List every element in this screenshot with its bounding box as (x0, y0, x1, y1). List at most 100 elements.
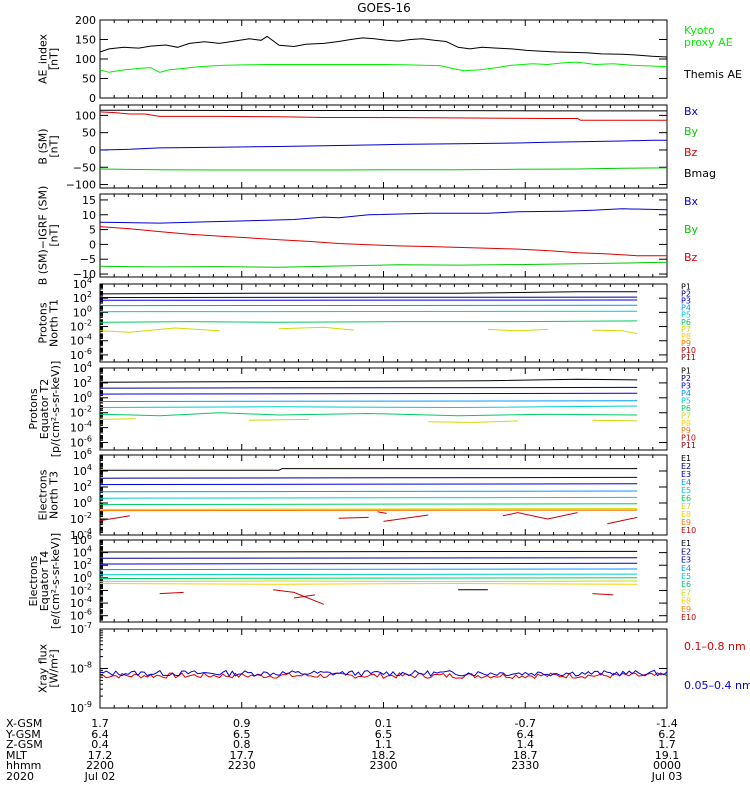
y-tick-label-base: 10 (73, 306, 87, 319)
y-tick-label: 5 (89, 224, 96, 237)
x-axis-value: 0.8 (233, 738, 251, 751)
y-axis-label: [p/(cm²-s-sr-keV)] (49, 361, 62, 458)
y-tick-label: 0 (89, 92, 96, 105)
x-axis-value: 6.2 (658, 728, 676, 741)
y-tick-label: 104 (73, 463, 92, 478)
series-line (592, 593, 614, 596)
legend-entry: E9 (681, 518, 691, 527)
legend-entry: P3 (681, 382, 691, 391)
y-tick-label-exponent: -4 (84, 527, 92, 536)
legend-entry: P6 (681, 318, 691, 327)
legend-entry: P9 (681, 426, 691, 435)
panel-frame (99, 283, 668, 363)
series-line (383, 514, 429, 522)
y-tick-label-base: 10 (70, 597, 84, 610)
series-line (99, 320, 638, 323)
legend-entry: E1 (681, 454, 691, 463)
y-tick-label-base: 10 (70, 422, 84, 435)
y-tick-label-base: 10 (73, 572, 87, 585)
y-tick-label-base: 10 (73, 559, 87, 572)
y-tick-label: 10-2 (70, 582, 92, 597)
x-axis-value: 6.5 (233, 728, 251, 741)
legend-entry: 0.05–0.4 nm (684, 679, 750, 692)
legend-entry: P1 (681, 367, 691, 376)
series-line (502, 512, 578, 520)
y-tick-label: 10-9 (70, 700, 92, 715)
y-tick-label-base: 10 (73, 449, 87, 462)
legend-entry: E6 (681, 580, 691, 589)
y-tick-label-base: 10 (73, 377, 87, 390)
series-line (99, 111, 667, 121)
series-line (99, 577, 638, 579)
y-tick-label: 104 (73, 545, 92, 560)
y-tick-label-base: 10 (73, 481, 87, 494)
y-tick-label-exponent: 4 (87, 276, 92, 285)
y-axis-label: Equator T2 (38, 379, 51, 439)
series-line (99, 557, 638, 559)
y-tick-label: 102 (73, 290, 92, 305)
x-axis-value: Jul 02 (84, 770, 116, 783)
y-tick-label: 150 (75, 34, 96, 47)
series-line (99, 476, 638, 479)
y-tick-label: 10-2 (70, 405, 92, 420)
y-tick-label: 100 (73, 570, 92, 585)
y-tick-label-base: 10 (73, 292, 87, 305)
y-axis-label: Equator T4 (38, 551, 51, 611)
legend-entry: By (684, 223, 699, 236)
series-line (99, 392, 638, 395)
y-tick-label: 102 (73, 557, 92, 572)
series-line (99, 669, 668, 677)
y-tick-label: 100 (75, 53, 96, 66)
y-axis-label: North T3 (48, 471, 61, 519)
y-tick-label: 100 (73, 495, 92, 510)
legend-entry: proxy AE (684, 36, 733, 49)
y-tick-label: 10-6 (70, 347, 92, 362)
y-tick-label-exponent: 0 (87, 304, 92, 313)
y-tick-label-exponent: -4 (84, 420, 92, 429)
legend-entry: E3 (681, 556, 691, 565)
y-axis-label: B (SM) (37, 128, 50, 164)
y-tick-label-exponent: -6 (84, 347, 92, 356)
y-tick-label: 10-8 (70, 661, 92, 676)
legend-entry: E5 (681, 486, 691, 495)
x-axis-row-label: 2020 (6, 770, 34, 783)
y-tick-label-base: 10 (73, 465, 87, 478)
legend-entry: E5 (681, 572, 691, 581)
legend-entry: E6 (681, 494, 691, 503)
y-tick-label-base: 10 (70, 702, 84, 715)
x-axis-value: 2300 (370, 759, 398, 772)
y-tick-label: 10-6 (70, 435, 92, 450)
x-axis-value: 6.4 (517, 728, 535, 741)
series-line (273, 589, 324, 605)
series-line (377, 511, 387, 514)
series-line (99, 291, 638, 295)
y-axis-label: Protons (37, 302, 50, 343)
y-axis-label: Electrons (37, 469, 50, 520)
y-tick-label-base: 10 (70, 407, 84, 420)
panel-frame (99, 193, 668, 278)
y-axis-label: B (SM)−IGRF (SM) (37, 186, 50, 286)
legend-entry: P9 (681, 339, 691, 348)
panel-frame (99, 454, 668, 536)
x-axis-value: 0000 (653, 759, 681, 772)
legend-entry: P4 (681, 304, 691, 313)
y-tick-label: 102 (73, 479, 92, 494)
legend-entry: P10 (681, 434, 696, 443)
legend-entry: P11 (681, 353, 696, 362)
x-axis-value: 0.4 (91, 738, 109, 751)
y-tick-label: 50 (82, 73, 96, 86)
series-line (99, 418, 136, 420)
series-line (99, 672, 668, 679)
x-axis-value: 1.7 (91, 717, 109, 730)
y-tick-label-exponent: -2 (84, 582, 92, 591)
y-axis-label: AE_index (37, 33, 50, 84)
x-axis-row-label: Z-GSM (6, 738, 43, 751)
y-tick-label-exponent: 6 (87, 532, 92, 541)
y-axis-label: Protons (27, 388, 40, 429)
y-tick-label: 10-4 (70, 333, 92, 348)
series-line (159, 591, 184, 595)
x-axis-value: 1.4 (517, 738, 535, 751)
y-axis-label: Xray flux (37, 643, 50, 693)
